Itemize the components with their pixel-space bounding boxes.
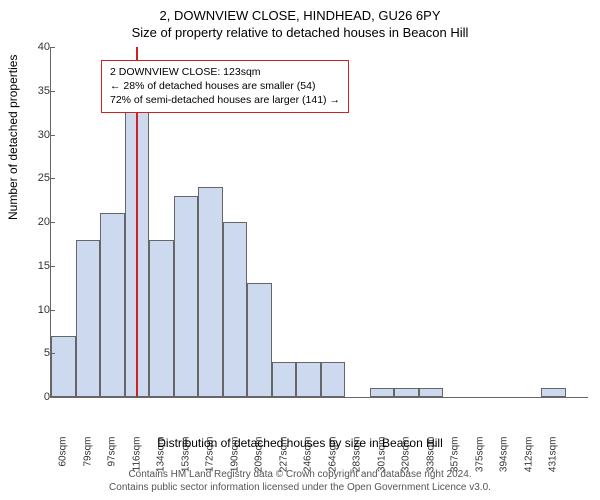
histogram-bar [541, 388, 566, 397]
annotation-line: 2 DOWNVIEW CLOSE: 123sqm [110, 65, 340, 79]
histogram-bar [100, 213, 125, 397]
y-axis-label: Number of detached properties [6, 55, 20, 220]
histogram-bar [394, 388, 419, 397]
histogram-bar [51, 336, 76, 397]
y-tick: 0 [30, 391, 50, 403]
histogram-bar [272, 362, 297, 397]
y-tick: 40 [30, 41, 50, 53]
annotation-line: ← 28% of detached houses are smaller (54… [110, 79, 340, 93]
y-tick: 15 [30, 260, 50, 272]
y-tick: 10 [30, 304, 50, 316]
y-tick: 5 [30, 347, 50, 359]
histogram-bar [247, 283, 272, 397]
chart-title-address: 2, DOWNVIEW CLOSE, HINDHEAD, GU26 6PY [0, 0, 600, 23]
chart-title-desc: Size of property relative to detached ho… [0, 23, 600, 40]
y-tick: 35 [30, 85, 50, 97]
annotation-line: 72% of semi-detached houses are larger (… [110, 93, 340, 107]
y-tick: 25 [30, 172, 50, 184]
footer-line-1: Contains HM Land Registry data © Crown c… [0, 468, 600, 481]
attribution-footer: Contains HM Land Registry data © Crown c… [0, 468, 600, 494]
histogram-bar [419, 388, 444, 397]
chart-area: 60sqm79sqm97sqm116sqm134sqm153sqm172sqm1… [50, 48, 588, 398]
annotation-box: 2 DOWNVIEW CLOSE: 123sqm← 28% of detache… [101, 60, 349, 113]
histogram-bar [321, 362, 346, 397]
histogram-bar [370, 388, 395, 397]
histogram-bar [174, 196, 199, 397]
histogram-bar [76, 240, 101, 398]
histogram-bar [149, 240, 174, 398]
y-tick: 20 [30, 216, 50, 228]
x-axis-label: Distribution of detached houses by size … [0, 436, 600, 450]
histogram-bar [198, 187, 223, 397]
footer-line-2: Contains public sector information licen… [0, 481, 600, 494]
y-tick: 30 [30, 129, 50, 141]
histogram-bar [223, 222, 248, 397]
histogram-bar [296, 362, 321, 397]
